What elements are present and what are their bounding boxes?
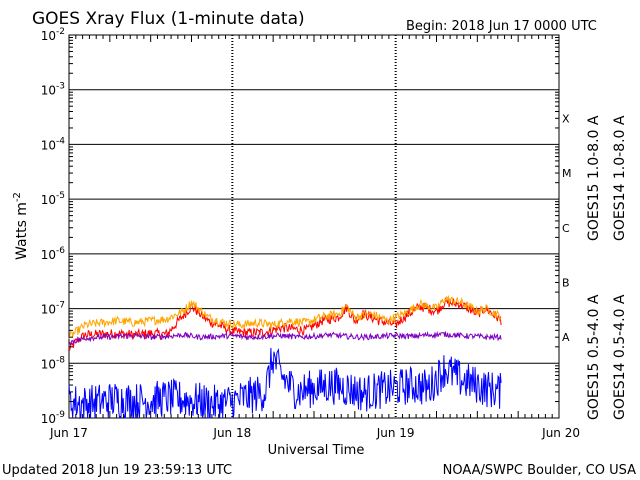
y-tick-label: 10-6 xyxy=(41,246,66,262)
series-line-2 xyxy=(68,347,502,420)
y-axis-label: Watts m-2 xyxy=(12,192,30,260)
y-tick-label: 10-7 xyxy=(41,301,65,317)
y-tick-exponent: -4 xyxy=(56,136,65,146)
y-tick-label: 10-3 xyxy=(41,82,65,98)
plot-frame xyxy=(68,34,560,419)
y-tick-label: 10-5 xyxy=(41,191,65,207)
legend-goes15-long: GOES15 1.0-8.0 A xyxy=(586,115,602,241)
y-tick-base: 10 xyxy=(41,84,56,98)
y-tick-base: 10 xyxy=(41,193,56,207)
x-tick-label: Jun 20 xyxy=(541,426,580,440)
y-tick-exponent: -5 xyxy=(56,191,65,201)
y-tick-exponent: -2 xyxy=(56,27,65,37)
y-tick-base: 10 xyxy=(41,29,56,43)
credit-label: NOAA/SWPC Boulder, CO USA xyxy=(443,463,636,478)
y-tick-base: 10 xyxy=(41,248,56,262)
x-tick-label: Jun 19 xyxy=(376,426,415,440)
y-tick-exponent: -8 xyxy=(56,355,65,365)
y-tick-base: 10 xyxy=(41,303,56,317)
x-tick-label: Jun 18 xyxy=(212,426,251,440)
series-line-3 xyxy=(68,330,502,347)
flare-class-label: C xyxy=(562,222,570,235)
y-tick-base: 10 xyxy=(41,357,56,371)
y-axis-label-exponent: -2 xyxy=(12,192,23,202)
y-tick-exponent: -7 xyxy=(56,301,65,311)
x-axis-ticks: Jun 17 Jun 18 Jun 19 Jun 20 xyxy=(49,35,580,440)
y-tick-label: 10-2 xyxy=(41,27,65,43)
x-axis-label: Universal Time xyxy=(268,443,365,458)
flare-class-labels: X M C B A xyxy=(562,112,572,344)
legend-goes14-long: GOES14 1.0-8.0 A xyxy=(612,115,628,241)
y-tick-label: 10-8 xyxy=(41,355,66,371)
y-tick-label: 10-9 xyxy=(41,410,66,426)
y-tick-base: 10 xyxy=(41,412,56,426)
legend-goes14-short: GOES14 0.5-4.0 A xyxy=(612,294,628,420)
series-line-1 xyxy=(68,294,502,340)
updated-timestamp: Updated 2018 Jun 19 23:59:13 UTC xyxy=(2,463,232,478)
y-tick-label: 10-4 xyxy=(41,136,66,152)
grid-lines xyxy=(69,34,559,419)
x-tick-label: Jun 17 xyxy=(49,426,88,440)
flare-class-label: M xyxy=(562,167,572,180)
begin-label: Begin: 2018 Jun 17 0000 UTC xyxy=(406,19,597,34)
y-tick-exponent: -6 xyxy=(56,246,65,256)
flare-class-label: A xyxy=(562,331,570,344)
y-tick-base: 10 xyxy=(41,138,56,152)
y-axis-label-text: Watts m xyxy=(14,202,30,260)
legend-goes15-short: GOES15 0.5-4.0 A xyxy=(586,294,602,420)
flare-class-label: X xyxy=(562,112,570,125)
chart-title: GOES Xray Flux (1-minute data) xyxy=(32,9,305,29)
y-tick-exponent: -3 xyxy=(56,82,65,92)
flare-class-label: B xyxy=(562,276,570,289)
series-line-0 xyxy=(68,297,502,351)
series-layer xyxy=(68,294,502,420)
y-axis-ticks: 10-210-310-410-510-610-710-810-9 xyxy=(41,27,559,426)
y-tick-exponent: -9 xyxy=(56,410,65,420)
